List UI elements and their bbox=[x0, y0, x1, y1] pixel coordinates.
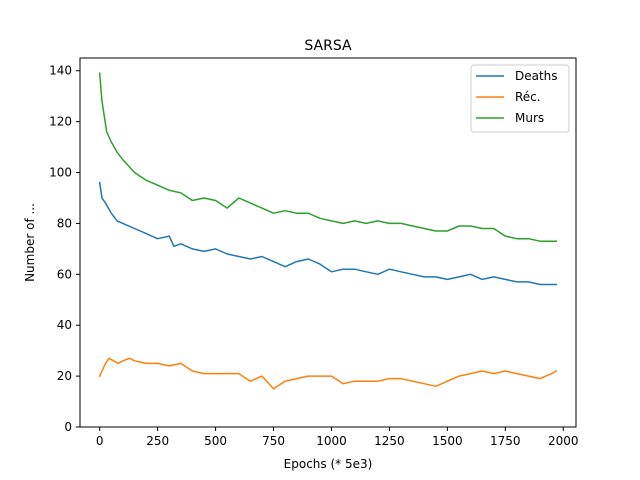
series-layer bbox=[98, 72, 558, 390]
legend-entry: Murs bbox=[515, 111, 544, 125]
y-tick-label: 80 bbox=[57, 216, 72, 230]
legend: Deaths Réc. Murs bbox=[470, 64, 570, 133]
legend-entry: Deaths bbox=[515, 69, 558, 83]
x-tick-label: 1000 bbox=[316, 434, 347, 448]
y-tick-label: 40 bbox=[57, 318, 72, 332]
x-tick-label: 1750 bbox=[490, 434, 521, 448]
x-axis: 0 250 500 750 1000 1250 1500 1750 2000 bbox=[96, 427, 579, 448]
legend-entry: Réc. bbox=[515, 90, 541, 104]
series-line-2 bbox=[98, 72, 558, 242]
y-tick-label: 120 bbox=[49, 115, 72, 129]
y-tick-label: 0 bbox=[64, 420, 72, 434]
x-axis-label: Epochs (* 5e3) bbox=[284, 457, 373, 471]
legend-box bbox=[470, 64, 570, 133]
y-tick-label: 100 bbox=[49, 166, 72, 180]
series-line-1 bbox=[98, 357, 558, 390]
y-axis-label: Number of ... bbox=[23, 203, 37, 282]
y-tick-label: 140 bbox=[49, 64, 72, 78]
x-tick-label: 500 bbox=[204, 434, 227, 448]
y-tick-label: 60 bbox=[57, 267, 72, 281]
y-axis: 0 20 40 60 80 100 120 140 bbox=[49, 64, 80, 434]
x-tick-label: 1500 bbox=[432, 434, 463, 448]
plot-frame bbox=[79, 57, 577, 428]
x-tick-label: 0 bbox=[96, 434, 104, 448]
x-tick-label: 2000 bbox=[548, 434, 579, 448]
x-tick-label: 1250 bbox=[374, 434, 405, 448]
x-tick-label: 250 bbox=[146, 434, 169, 448]
chart-title: SARSA bbox=[304, 38, 352, 54]
x-tick-label: 750 bbox=[262, 434, 285, 448]
y-tick-label: 20 bbox=[57, 369, 72, 383]
series-line-0 bbox=[98, 181, 558, 286]
